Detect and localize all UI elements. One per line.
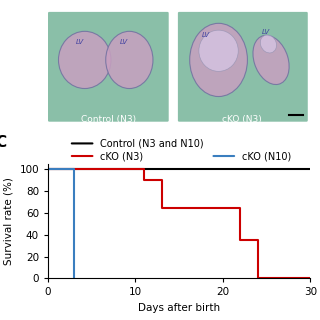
Y-axis label: Survival rate (%): Survival rate (%) [4,177,14,265]
Text: LV: LV [201,32,210,38]
Ellipse shape [253,35,289,84]
Text: cKO (N3): cKO (N3) [222,115,262,124]
FancyBboxPatch shape [48,12,169,122]
X-axis label: Days after birth: Days after birth [138,303,220,313]
Ellipse shape [59,31,111,89]
Ellipse shape [260,35,276,53]
Text: cKO (N10): cKO (N10) [242,151,292,161]
Text: Control (N3): Control (N3) [81,115,136,124]
Text: LV: LV [120,39,128,44]
Ellipse shape [106,31,153,89]
FancyBboxPatch shape [178,12,308,122]
Text: Control (N3 and N10): Control (N3 and N10) [100,139,204,148]
Text: LV: LV [76,39,84,44]
Text: LV: LV [262,29,270,36]
Ellipse shape [199,30,238,71]
Ellipse shape [190,23,247,97]
Text: cKO (N3): cKO (N3) [100,151,144,161]
Text: C: C [0,135,7,150]
